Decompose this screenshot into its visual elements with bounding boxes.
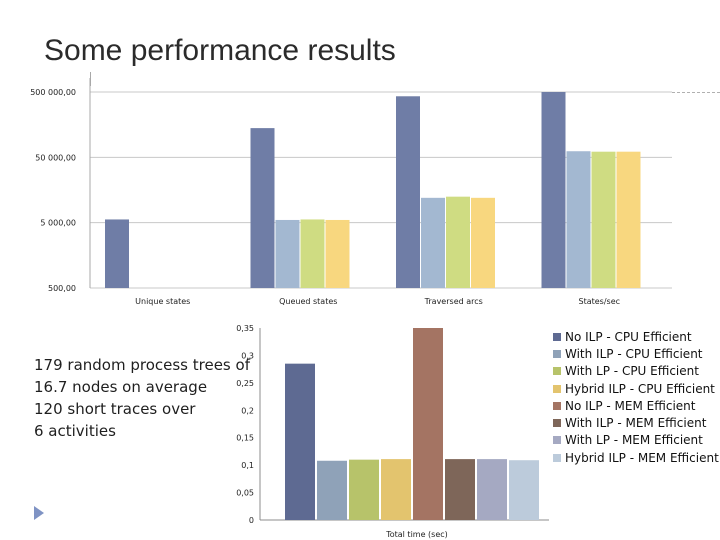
slide-title: Some performance results <box>44 34 396 67</box>
legend-item: Hybrid ILP - MEM Efficient <box>553 449 719 466</box>
legend-swatch <box>553 436 561 445</box>
y-tick-label: 5 000,00 <box>40 219 76 228</box>
bar <box>275 219 300 288</box>
bar <box>396 96 420 288</box>
y-tick-label: 0,1 <box>241 461 254 470</box>
legend-label: With LP - CPU Efficient <box>565 364 699 379</box>
x-category-label: Queued states <box>279 297 337 306</box>
legend-swatch <box>553 453 561 462</box>
description-text: 179 random process trees of 16.7 nodes o… <box>34 354 250 442</box>
legend-swatch <box>553 419 561 428</box>
legend-label: With LP - MEM Efficient <box>565 433 703 448</box>
chart-legend: No ILP - CPU Efficient With ILP - CPU Eff… <box>553 328 719 466</box>
y-tick-label: 0,25 <box>236 379 254 388</box>
y-tick-label: 0,05 <box>236 489 254 498</box>
bar <box>317 460 347 520</box>
y-tick-label: 0,3 <box>241 351 254 360</box>
x-category-label: Unique states <box>135 297 190 306</box>
x-category-label: Total time (sec) <box>385 530 448 539</box>
y-tick-label: 500 000,00 <box>30 88 76 97</box>
description-line: 120 short traces over <box>34 400 196 418</box>
bar <box>616 151 641 288</box>
y-tick-label: 50 000,00 <box>35 153 76 162</box>
bar <box>285 363 315 520</box>
bar <box>541 92 566 288</box>
legend-swatch <box>553 349 561 358</box>
legend-item: With LP - CPU Efficient <box>553 363 719 380</box>
legend-item: With LP - MEM Efficient <box>553 432 719 449</box>
bar <box>445 459 475 520</box>
legend-item: With ILP - CPU Efficient <box>553 345 719 362</box>
arrow-icon <box>34 506 44 520</box>
legend-item: No ILP - MEM Efficient <box>553 397 719 414</box>
y-tick-label: 0,35 <box>236 324 254 333</box>
y-tick-label: 0,15 <box>236 434 254 443</box>
bar <box>381 459 411 520</box>
legend-swatch <box>553 384 561 393</box>
bar <box>349 459 379 520</box>
y-tick-label: 0,2 <box>241 406 254 415</box>
legend-label: No ILP - CPU Efficient <box>565 329 692 344</box>
y-tick-label: 500,00 <box>48 284 76 293</box>
legend-item: With ILP - MEM Efficient <box>553 414 719 431</box>
dashed-accent-line <box>672 92 720 93</box>
legend-label: Hybrid ILP - CPU Efficient <box>565 381 715 396</box>
legend-label: No ILP - MEM Efficient <box>565 398 696 413</box>
bar <box>446 196 470 288</box>
bar <box>413 328 443 520</box>
description-line: 16.7 nodes on average <box>34 378 208 396</box>
legend-label: Hybrid ILP - MEM Efficient <box>565 450 719 465</box>
x-category-label: Traversed arcs <box>424 297 483 306</box>
legend-swatch <box>553 401 561 410</box>
legend-label: With ILP - MEM Efficient <box>565 416 707 431</box>
bar <box>566 151 591 288</box>
legend-label: With ILP - CPU Efficient <box>565 346 703 361</box>
bar <box>471 197 495 288</box>
legend-item: No ILP - CPU Efficient <box>553 328 719 345</box>
legend-swatch <box>553 367 561 376</box>
description-line: 179 random process trees of <box>34 356 250 374</box>
bar <box>421 197 445 288</box>
legend-item: Hybrid ILP - CPU Efficient <box>553 380 719 397</box>
x-category-label: States/sec <box>578 297 620 306</box>
legend-swatch <box>553 332 561 341</box>
bar <box>105 219 129 288</box>
bar <box>300 219 325 288</box>
y-tick-label: 0 <box>249 516 254 525</box>
bar <box>591 151 616 288</box>
bar <box>509 460 539 520</box>
bar <box>250 128 275 288</box>
bar <box>477 459 507 520</box>
bar <box>325 219 350 288</box>
description-line: 6 activities <box>34 422 116 440</box>
